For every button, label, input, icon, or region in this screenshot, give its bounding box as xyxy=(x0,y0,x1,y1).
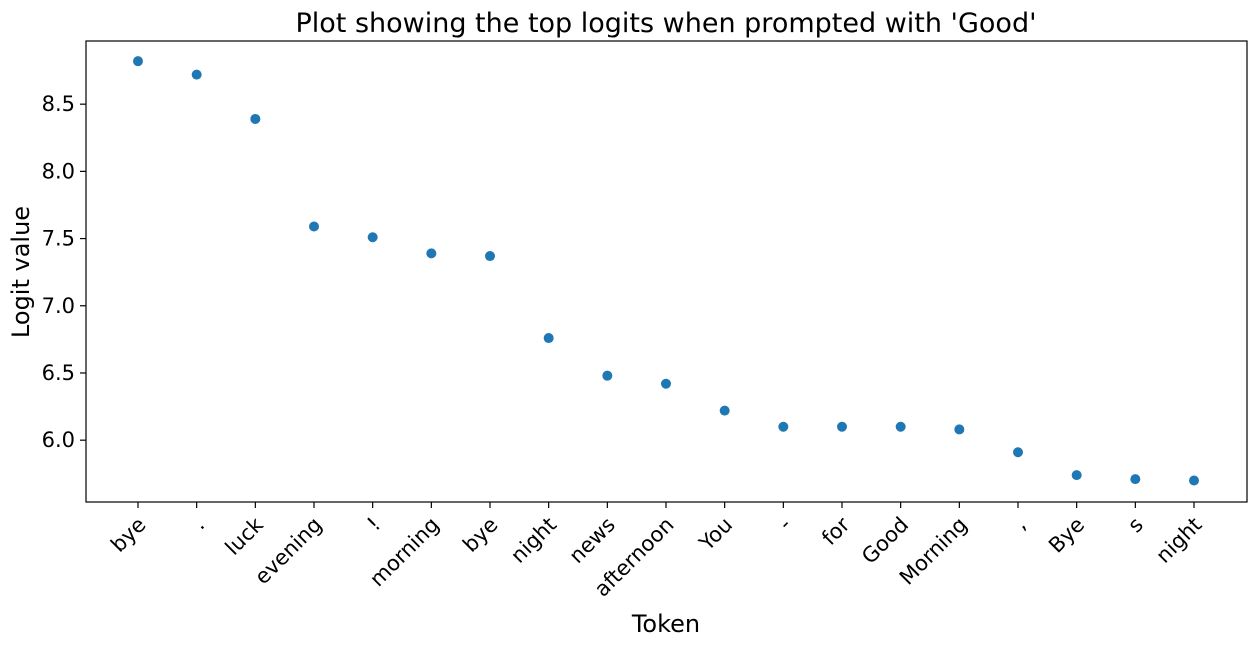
data-point xyxy=(1013,447,1023,458)
x-tick-label: Bye xyxy=(1044,513,1089,558)
data-point xyxy=(1189,475,1199,486)
x-tick-label: - xyxy=(774,513,796,535)
x-tick-label: Good xyxy=(857,513,913,569)
x-axis-label: Token xyxy=(631,610,700,638)
data-point xyxy=(485,251,495,262)
data-point xyxy=(1130,474,1141,485)
data-point xyxy=(837,421,847,432)
y-tick-label: 8.0 xyxy=(42,159,75,183)
data-point xyxy=(309,221,319,232)
x-tick-label: . xyxy=(188,513,210,535)
x-tick-label: bye xyxy=(106,513,150,557)
data-point xyxy=(661,378,671,389)
data-point xyxy=(602,370,613,381)
x-tick-label: You xyxy=(694,513,737,556)
data-point xyxy=(133,56,143,67)
x-tick-label: ! xyxy=(362,513,385,536)
plot-frame xyxy=(85,40,1248,503)
data-points xyxy=(133,56,1199,486)
data-point xyxy=(954,424,965,435)
x-tick-label: bye xyxy=(458,513,502,557)
data-point xyxy=(1071,470,1082,481)
data-point xyxy=(778,421,789,432)
x-tick-label: , xyxy=(1009,513,1031,535)
x-tick-label: s xyxy=(1123,513,1148,538)
y-tick-label: 7.0 xyxy=(42,294,75,318)
y-axis-label: Logit value xyxy=(7,206,35,338)
x-tick-label: for xyxy=(817,512,855,550)
x-tick-label: luck xyxy=(221,512,269,560)
data-point xyxy=(895,421,906,432)
data-point xyxy=(367,232,378,243)
y-tick-label: 6.0 xyxy=(42,428,75,452)
chart-title: Plot showing the top logits when prompte… xyxy=(295,8,1036,39)
x-tick-label: night xyxy=(506,513,561,568)
data-point xyxy=(191,69,202,80)
data-point xyxy=(719,405,730,416)
y-tick-label: 8.5 xyxy=(42,92,75,116)
y-tick-label: 7.5 xyxy=(42,227,75,251)
data-point xyxy=(543,333,554,344)
data-point xyxy=(250,113,261,124)
x-tick-label: night xyxy=(1151,513,1206,568)
y-tick-label: 6.5 xyxy=(42,361,75,385)
y-axis-ticks: 6.0 6.5 7.0 7.5 8.0 8.5 xyxy=(42,92,86,452)
x-tick-label: news xyxy=(564,513,619,568)
data-point xyxy=(426,248,437,259)
